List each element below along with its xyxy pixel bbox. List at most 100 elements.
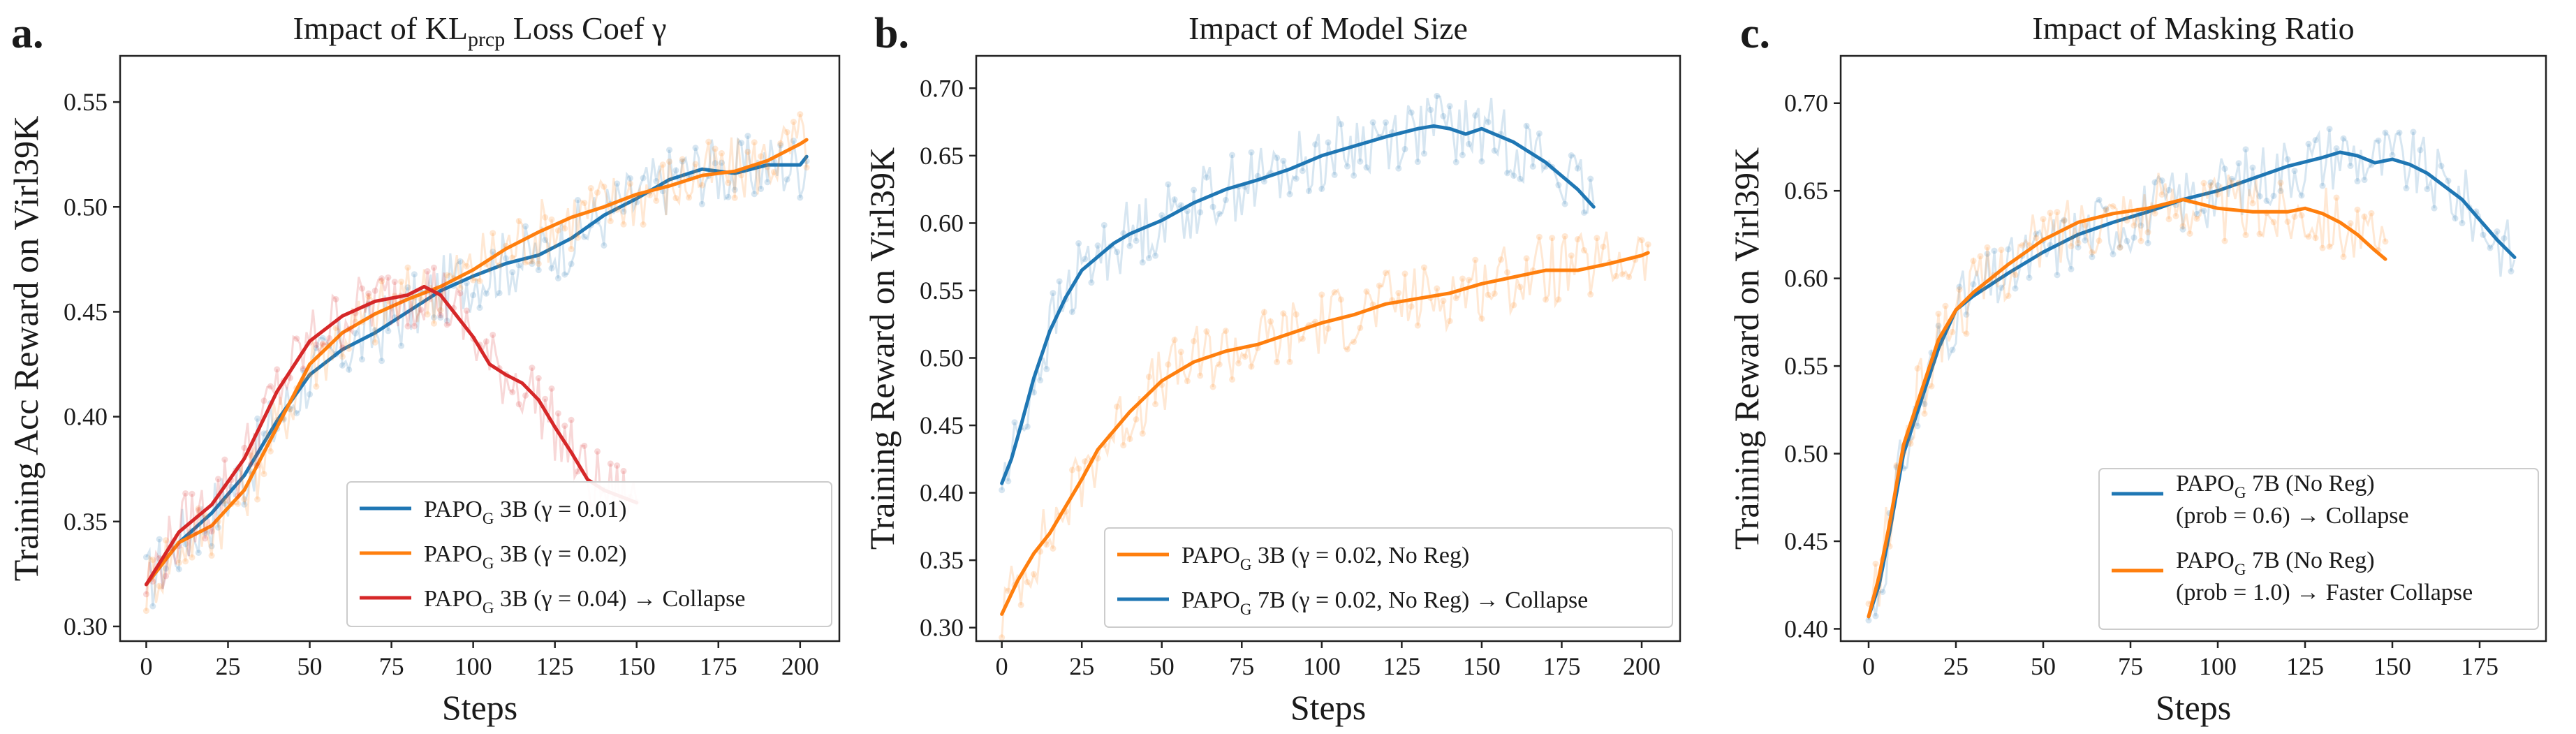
raw-data-point [443, 272, 450, 279]
raw-data-point [1963, 330, 1970, 337]
raw-data-point [1446, 103, 1453, 110]
raw-data-point [2480, 231, 2487, 238]
raw-data-point [1401, 146, 1408, 153]
raw-data-point [2298, 192, 2305, 199]
raw-data-point [208, 528, 215, 535]
raw-data-point [490, 230, 496, 237]
raw-data-point [1921, 401, 1928, 408]
raw-data-point [2040, 216, 2047, 223]
raw-data-point [339, 353, 346, 360]
raw-data-point [332, 295, 339, 302]
y-tick-label: 0.65 [920, 142, 964, 170]
raw-data-point [267, 383, 274, 390]
raw-data-point [1191, 337, 1198, 344]
raw-data-point [437, 311, 444, 318]
raw-data-point [607, 218, 614, 225]
legend-label: PAPOG 7B (γ = 0.02, No Reg) → Collapse [1182, 587, 1588, 618]
raw-data-point [457, 290, 464, 297]
raw-data-point [587, 184, 594, 191]
series-line [144, 154, 809, 587]
chart-panel-3: c. Impact of Masking Ratio 0 25 50 75 100 125 15… [1727, 10, 2547, 727]
raw-data-point [149, 557, 156, 564]
raw-data-point [2431, 205, 2438, 212]
raw-data-point [2312, 137, 2319, 144]
legend-label: PAPOG 7B (No Reg) [2176, 548, 2375, 578]
raw-data-point [2291, 213, 2298, 220]
raw-data-point [352, 330, 359, 337]
legend-box [1104, 527, 1673, 628]
raw-data-point [1440, 112, 1447, 119]
raw-data-point [1619, 271, 1626, 278]
raw-data-point [777, 140, 784, 147]
raw-data-point [1536, 233, 1543, 240]
raw-data-point [1984, 244, 1991, 251]
raw-data-point [1203, 174, 1210, 181]
raw-data-point [601, 242, 608, 249]
raw-data-point [2417, 147, 2424, 154]
raw-data-point [679, 158, 686, 165]
raw-data-point [509, 254, 516, 261]
raw-data-point [267, 448, 274, 455]
raw-data-point [2047, 210, 2054, 216]
raw-data-point [2347, 220, 2354, 227]
raw-data-point [490, 248, 496, 255]
raw-data-point [1865, 617, 1872, 624]
raw-data-point [1452, 159, 1459, 166]
raw-data-point [1306, 187, 1313, 194]
raw-data-point [1133, 416, 1140, 423]
raw-data-point [404, 284, 411, 291]
raw-data-point [1466, 277, 1473, 284]
raw-data-point [424, 267, 431, 274]
raw-data-point [1235, 360, 1242, 367]
raw-data-point [241, 444, 248, 451]
legend-label-line2: (prob = 0.6) → Collapse [2176, 503, 2409, 529]
raw-data-point [2354, 206, 2361, 213]
raw-data-point [1184, 207, 1191, 214]
raw-data-point [2221, 166, 2228, 173]
raw-data-point [2130, 234, 2137, 241]
raw-data-point [2424, 186, 2431, 193]
raw-data-point [156, 582, 163, 589]
raw-data-point [1956, 284, 1963, 291]
raw-data-point [1177, 348, 1184, 355]
raw-data-point [385, 328, 392, 335]
raw-data-point [2340, 254, 2347, 260]
raw-data-point [496, 262, 503, 269]
raw-data-point [653, 177, 660, 184]
x-tick-label: 175 [2461, 652, 2498, 680]
raw-data-point [358, 285, 365, 292]
raw-data-point [189, 490, 196, 497]
raw-data-point [2270, 219, 2277, 226]
x-tick-label: 25 [1943, 652, 1968, 680]
x-tick-label: 175 [1543, 652, 1580, 680]
raw-data-point [2312, 235, 2319, 242]
raw-data-point [319, 342, 326, 348]
raw-data-point [1427, 106, 1434, 113]
raw-data-point [1549, 235, 1556, 242]
x-axis-label: Steps [2156, 688, 2231, 727]
raw-data-point [2096, 196, 2103, 203]
raw-data-point [1382, 270, 1389, 277]
raw-data-point [1879, 588, 1886, 595]
raw-data-point [2361, 213, 2368, 220]
raw-data-point [195, 506, 202, 513]
x-tick-label: 50 [297, 652, 323, 680]
raw-data-point [365, 293, 372, 300]
raw-data-point [1274, 154, 1281, 161]
raw-data-point [2075, 244, 2082, 251]
raw-data-point [1068, 309, 1075, 316]
plot-area [999, 92, 1651, 641]
raw-data-point [692, 145, 699, 152]
raw-data-point [2082, 221, 2089, 228]
raw-data-point [430, 320, 437, 327]
raw-data-point [1991, 247, 1998, 254]
raw-data-point [2124, 217, 2130, 224]
raw-data-point [1248, 363, 1255, 370]
plot-frame [119, 54, 841, 643]
raw-data-point [378, 275, 385, 282]
raw-data-point [2368, 210, 2375, 216]
raw-data-point [2284, 218, 2291, 225]
raw-data-point [313, 342, 320, 348]
raw-data-point [1344, 346, 1350, 353]
raw-data-point [404, 323, 411, 330]
